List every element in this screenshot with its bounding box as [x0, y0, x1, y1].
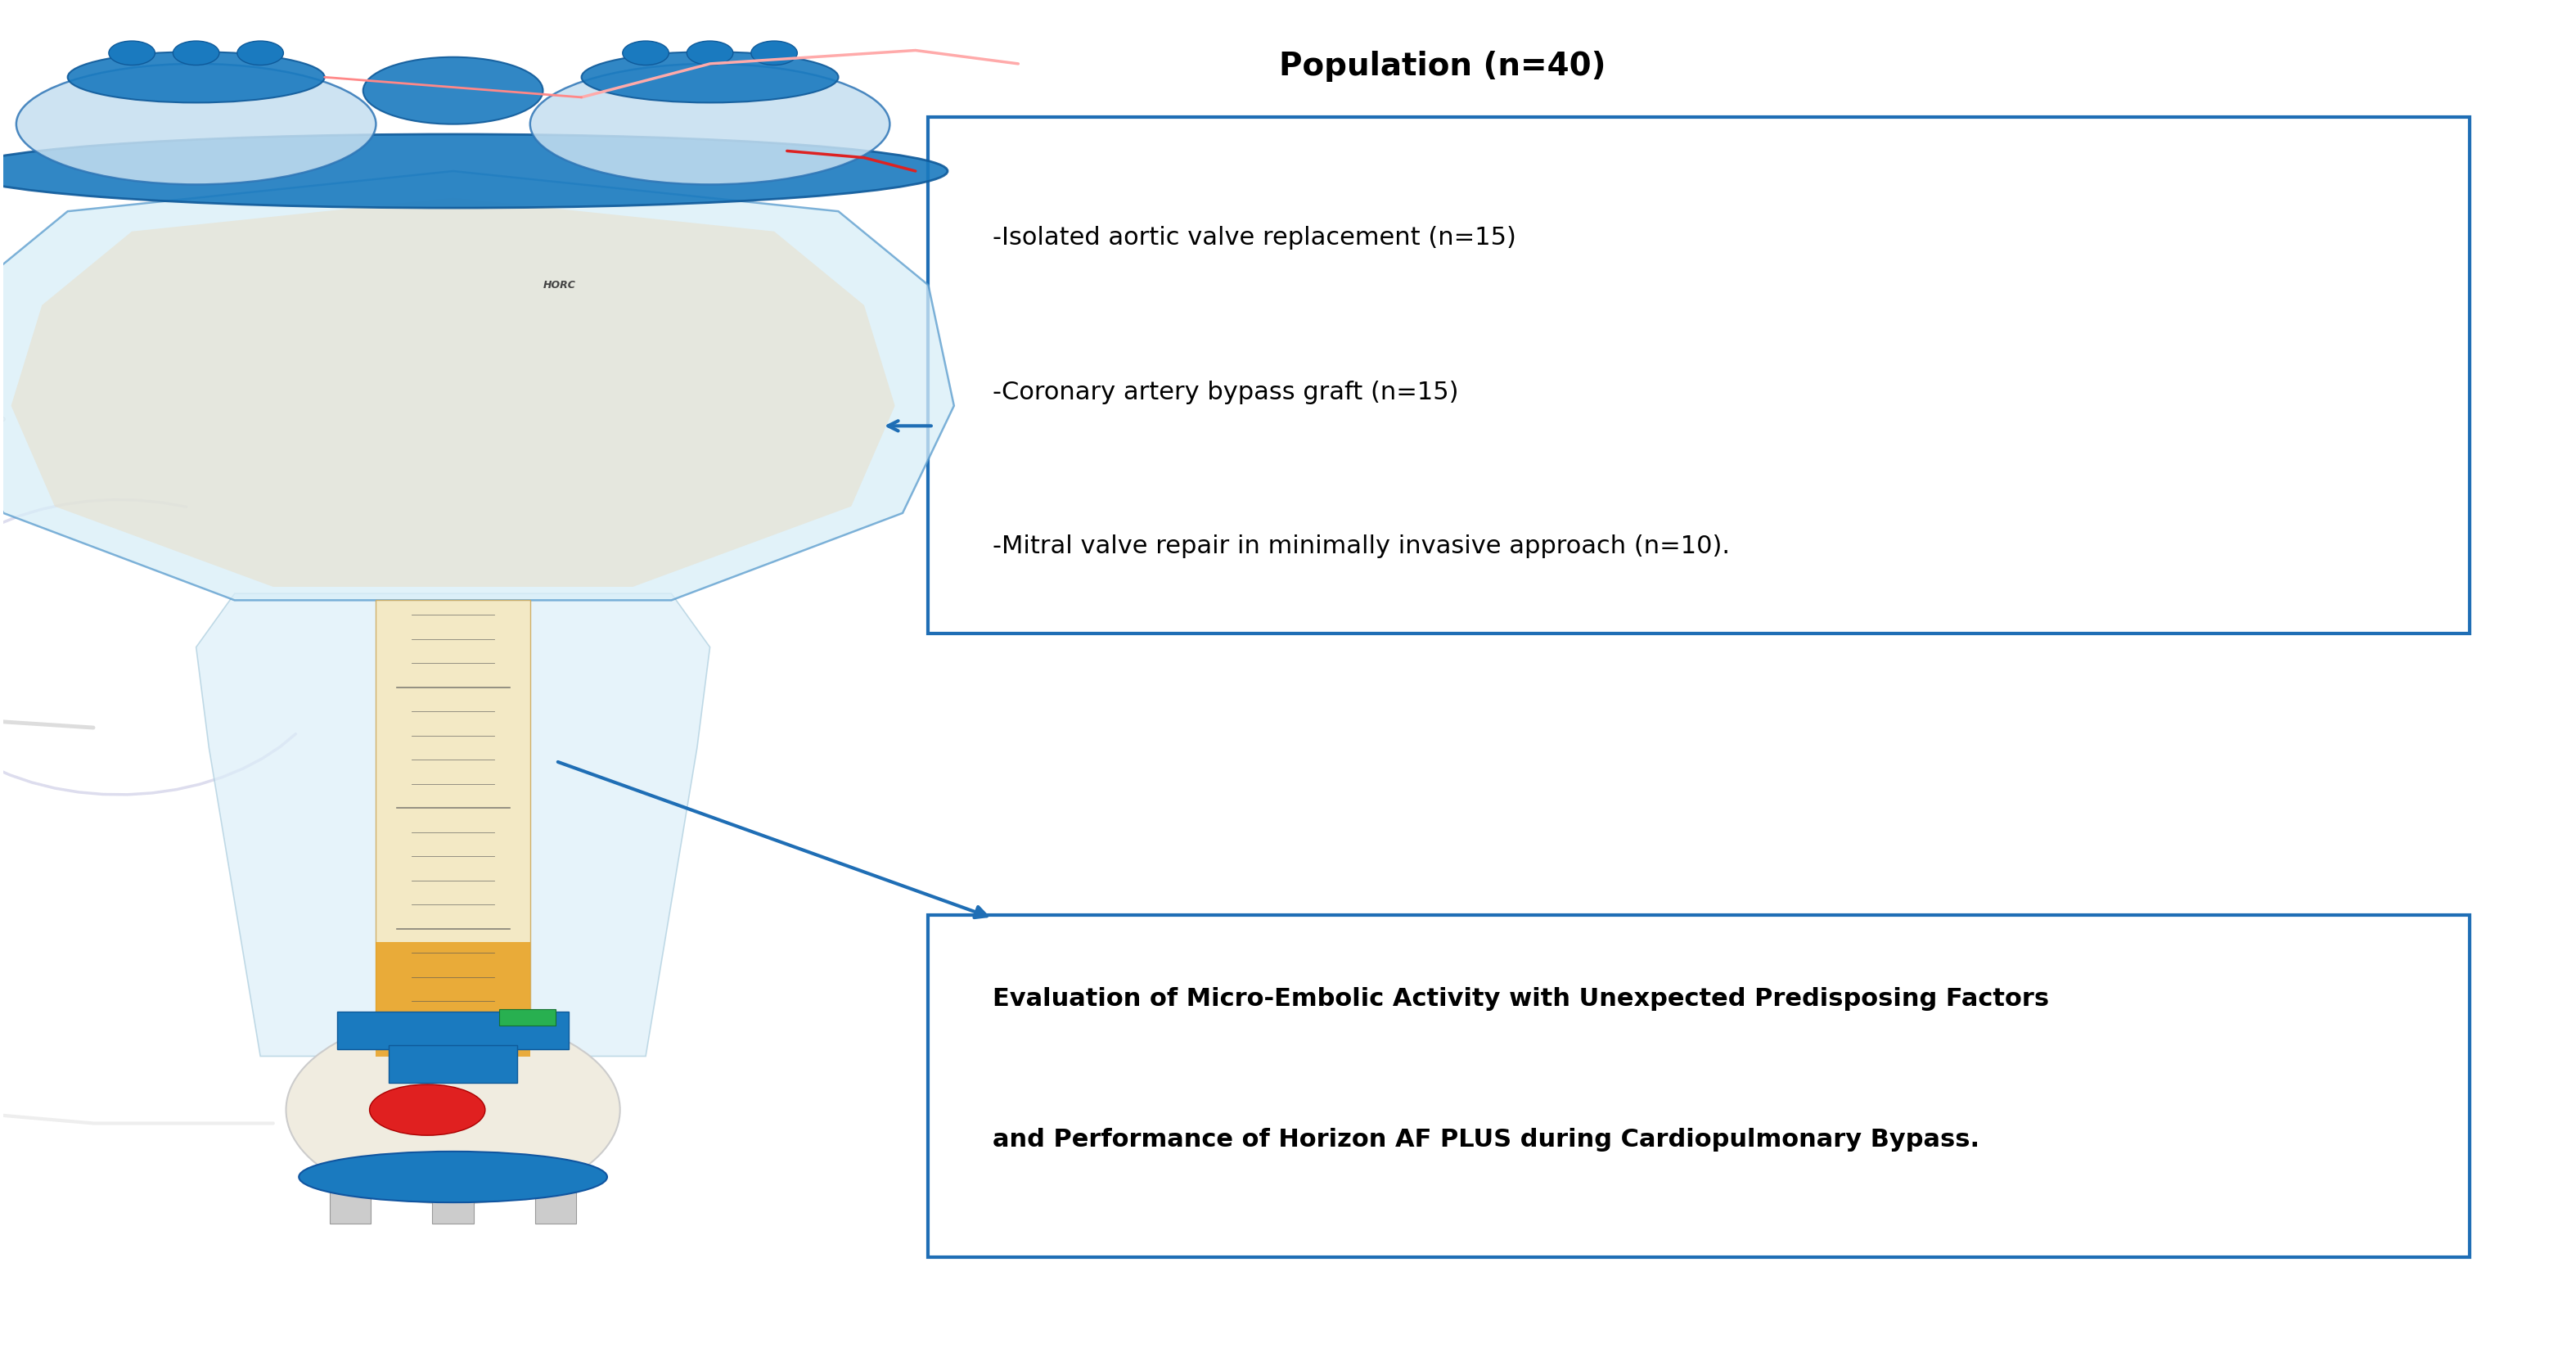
Text: -Coronary artery bypass graft (n=15): -Coronary artery bypass graft (n=15): [992, 380, 1458, 404]
Polygon shape: [196, 593, 711, 1057]
Ellipse shape: [299, 1151, 608, 1202]
Ellipse shape: [0, 135, 948, 208]
Text: Evaluation of Micro-Embolic Activity with Unexpected Predisposing Factors: Evaluation of Micro-Embolic Activity wit…: [992, 987, 2048, 1011]
Ellipse shape: [237, 40, 283, 65]
Text: -Isolated aortic valve replacement (n=15): -Isolated aortic valve replacement (n=15…: [992, 226, 1517, 249]
Bar: [389, 1046, 518, 1082]
Ellipse shape: [752, 40, 799, 65]
Ellipse shape: [363, 57, 544, 124]
Polygon shape: [376, 942, 531, 1057]
Bar: [337, 1012, 569, 1050]
Text: Population (n=40): Population (n=40): [1278, 50, 1605, 81]
Ellipse shape: [531, 63, 889, 185]
Ellipse shape: [623, 40, 670, 65]
Bar: [330, 1173, 371, 1224]
Bar: [500, 1010, 556, 1026]
Ellipse shape: [15, 63, 376, 185]
Ellipse shape: [688, 40, 734, 65]
Ellipse shape: [67, 51, 325, 102]
Text: HORC: HORC: [544, 280, 574, 290]
Polygon shape: [10, 198, 894, 586]
Bar: [536, 1173, 577, 1224]
Text: and Performance of Horizon AF PLUS during Cardiopulmonary Bypass.: and Performance of Horizon AF PLUS durin…: [992, 1127, 1978, 1151]
Bar: [433, 1173, 474, 1224]
Polygon shape: [376, 600, 531, 1057]
FancyBboxPatch shape: [927, 117, 2470, 634]
Polygon shape: [0, 171, 953, 600]
Ellipse shape: [173, 40, 219, 65]
Ellipse shape: [582, 51, 837, 102]
FancyBboxPatch shape: [927, 915, 2470, 1258]
Ellipse shape: [286, 1016, 621, 1204]
Ellipse shape: [108, 40, 155, 65]
Text: -Mitral valve repair in minimally invasive approach (n=10).: -Mitral valve repair in minimally invasi…: [992, 535, 1731, 558]
Ellipse shape: [368, 1084, 484, 1135]
